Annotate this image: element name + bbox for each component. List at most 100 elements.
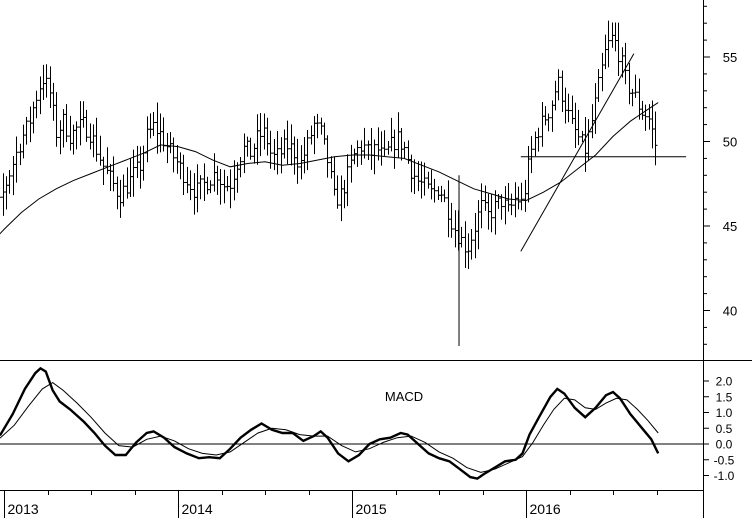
ohlc-bar	[476, 200, 481, 250]
ohlc-bar	[258, 112, 263, 157]
ohlc-bar	[218, 168, 223, 205]
ohlc-bar	[355, 140, 360, 167]
ohlc-bar	[543, 106, 548, 126]
ohlc-bar	[265, 117, 270, 156]
ohlc-bar	[570, 95, 575, 124]
ohlc-bar	[44, 64, 49, 98]
ohlc-bar	[366, 140, 371, 161]
ohlc-bar	[640, 100, 645, 120]
ohlc-bar	[285, 120, 290, 165]
ohlc-bar	[41, 64, 46, 100]
price-panel	[0, 20, 687, 346]
ohlc-bar	[205, 176, 210, 195]
macd-tick-label: 1.5	[716, 390, 733, 404]
ohlc-bar	[58, 120, 63, 155]
ohlc-bar	[529, 136, 534, 174]
ohlc-bar	[245, 136, 250, 157]
year-label: 2013	[8, 501, 39, 517]
ohlc-bar	[516, 186, 521, 210]
ohlc-bar	[603, 34, 608, 70]
ohlc-bar	[499, 194, 504, 220]
ohlc-bar	[121, 174, 126, 207]
ohlc-bar	[442, 189, 447, 203]
ohlc-bar	[596, 68, 601, 102]
ohlc-bar	[148, 113, 153, 139]
ohlc-bar	[51, 82, 56, 121]
ohlc-bar	[623, 42, 628, 85]
ohlc-bar	[188, 170, 193, 201]
ohlc-bar	[48, 66, 53, 108]
ohlc-bar	[168, 132, 173, 154]
ohlc-bar	[503, 186, 508, 225]
ohlc-bar	[386, 141, 391, 155]
ohlc-bar	[0, 196, 2, 198]
macd-line	[0, 366, 660, 480]
ohlc-bar	[446, 180, 451, 238]
ohlc-bar	[392, 129, 397, 169]
ohlc-bar	[78, 101, 83, 146]
ohlc-bar	[118, 179, 123, 218]
ohlc-bar	[235, 162, 240, 193]
ohlc-bar	[175, 144, 180, 174]
ohlc-bar	[616, 22, 621, 76]
ohlc-bar	[195, 164, 200, 213]
macd-tick-label: -1.0	[714, 469, 735, 483]
ohlc-bar	[523, 179, 528, 212]
ohlc-bar	[252, 143, 257, 164]
ohlc-bar	[125, 167, 130, 199]
ohlc-bar	[540, 101, 545, 147]
ohlc-bar	[228, 169, 233, 209]
ohlc-bar	[28, 106, 33, 143]
ohlc-bar	[315, 113, 320, 139]
ohlc-bar	[349, 144, 354, 183]
ohlc-bar	[389, 117, 394, 152]
ohlc-bar	[322, 122, 327, 145]
ohlc-bar	[275, 131, 280, 175]
ohlc-bar	[560, 70, 565, 112]
ohlc-bar	[339, 175, 344, 222]
ohlc-bar	[24, 116, 29, 145]
macd-tick-label: 1.0	[716, 406, 733, 420]
ohlc-bar	[519, 182, 524, 211]
ohlc-bar	[192, 173, 197, 215]
ohlc-bar	[108, 163, 113, 191]
ohlc-bar	[138, 146, 143, 189]
ohlc-bar	[509, 193, 514, 216]
ohlc-bar	[342, 179, 347, 209]
ohlc-bar	[600, 52, 605, 92]
ohlc-bar	[493, 190, 498, 235]
ohlc-bar	[128, 158, 133, 198]
ohlc-bar	[18, 143, 23, 166]
ohlc-bar	[573, 102, 578, 149]
ohlc-bar	[305, 129, 310, 171]
ohlc-bar	[553, 80, 558, 111]
ohlc-bar	[68, 115, 73, 151]
ohlc-bar	[242, 133, 247, 174]
ohlc-bar	[546, 113, 551, 132]
ohlc-bar	[171, 137, 176, 173]
ohlc-bar	[359, 140, 364, 165]
price-tick-label: 40	[723, 304, 737, 319]
ohlc-bar	[101, 156, 106, 186]
ohlc-bar	[352, 148, 357, 165]
ohlc-bar	[111, 156, 116, 192]
ohlc-bar	[64, 104, 69, 143]
ohlc-bar	[255, 114, 260, 165]
ohlc-bar	[178, 152, 183, 180]
ohlc-bar	[453, 210, 458, 248]
ohlc-bar	[432, 178, 437, 203]
ohlc-bar	[295, 138, 300, 184]
ohlc-bar	[533, 131, 538, 157]
ohlc-bar	[459, 226, 464, 248]
ohlc-bar	[382, 130, 387, 156]
ohlc-bar	[161, 117, 166, 152]
ohlc-bar	[151, 111, 156, 137]
ohlc-bar	[372, 139, 377, 175]
ohlc-bar	[439, 185, 444, 203]
ohlc-bar	[165, 132, 170, 164]
ohlc-bar	[141, 145, 146, 181]
macd-label: MACD	[385, 389, 423, 404]
ohlc-bar	[14, 136, 19, 183]
